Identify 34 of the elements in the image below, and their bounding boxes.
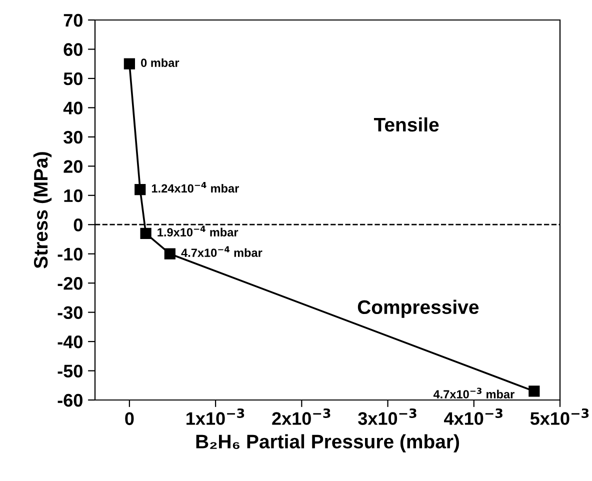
x-tick-label: 1x10$^{−3}$ [186,408,244,425]
point [528,386,540,397]
annotation: Tensile [374,117,439,132]
y-tick-label: 0 [74,218,82,232]
x-tick-label: 2x10$^{−3}$ [272,408,330,425]
x-tick-label: 5x10$^{−3}$ [530,408,589,425]
annotation: 1.24x10$^{−4}$ mbar [152,182,239,193]
y-tick-label: -60 [58,394,82,407]
y-tick-label: 40 [63,102,82,114]
y-tick-label: -20 [58,277,82,290]
x-axis-title: B₂H₆ Partial Pressure (mbar) [196,434,460,452]
y-tick-label: -10 [58,248,82,261]
y-tick-label: -30 [58,306,82,320]
y-axis-title: Stress (MPa) [33,152,52,268]
x-tick-label: 3x10$^{−3}$ [358,408,416,425]
y-tick-label: 20 [64,160,82,173]
annotation: Compressive [358,300,479,318]
annotation: 4.7x10$^{−3}$ mbar [433,388,514,398]
y-tick-label: 70 [64,14,82,27]
point [124,58,135,70]
y-tick-label: 50 [64,72,82,86]
annotation: 1.9x10$^{−4}$ mbar [158,226,238,236]
y-tick-label: 60 [64,43,82,56]
annotation: 4.7x10$^{−4}$ mbar [181,246,262,257]
point [134,184,146,196]
x-tick-label: 4x10$^{−3}$ [444,408,502,425]
y-tick-label: 10 [64,189,82,202]
y-tick-label: -40 [58,335,82,348]
x-tick-label: 0 [125,412,134,426]
y-tick-label: -50 [58,364,82,378]
point [140,228,152,239]
point [164,248,176,260]
y-tick-label: 30 [64,130,82,144]
annotation: 0 mbar [141,58,180,68]
